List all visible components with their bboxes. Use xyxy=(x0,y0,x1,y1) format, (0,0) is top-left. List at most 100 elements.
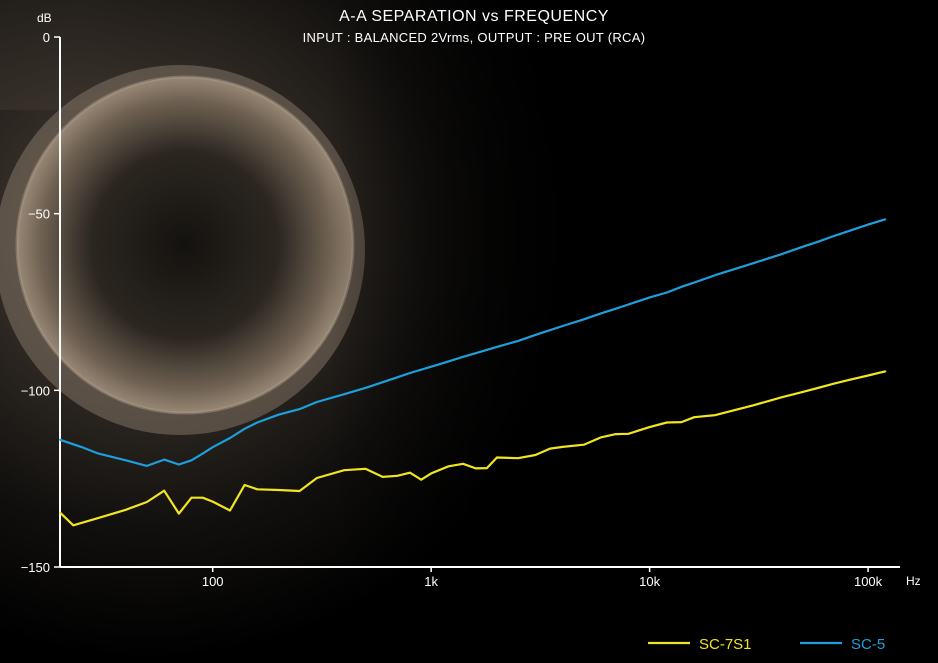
data-point xyxy=(146,465,148,467)
data-point xyxy=(680,285,683,288)
y-tick-label: 0 xyxy=(43,30,50,45)
series-layer xyxy=(59,218,887,527)
data-point xyxy=(474,467,477,470)
data-point xyxy=(496,456,498,459)
data-point xyxy=(396,376,399,379)
data-point xyxy=(124,508,127,511)
chart-title: A-A SEPARATION vs FREQUENCY xyxy=(339,8,609,25)
data-point xyxy=(648,296,651,299)
data-point xyxy=(211,446,214,449)
data-point xyxy=(298,408,301,410)
data-point xyxy=(201,496,204,499)
data-point xyxy=(343,469,346,472)
data-point xyxy=(752,262,755,264)
data-point xyxy=(316,477,318,479)
data-point xyxy=(600,312,603,315)
data-point xyxy=(462,355,464,358)
y-tick-label: −50 xyxy=(28,207,50,222)
data-point xyxy=(648,426,651,428)
data-point xyxy=(229,437,231,439)
data-point xyxy=(583,318,585,321)
legend-item: SC-5 xyxy=(800,636,885,653)
data-point xyxy=(867,374,869,377)
data-point xyxy=(867,223,869,226)
y-axis-label: dB xyxy=(37,11,52,25)
data-point xyxy=(561,325,564,327)
data-point xyxy=(462,462,464,465)
data-point xyxy=(666,291,668,294)
data-point xyxy=(381,381,384,384)
x-tick-label: 100k xyxy=(854,574,883,589)
data-point xyxy=(666,421,668,424)
data-point xyxy=(409,372,411,374)
series-sc-7s1 xyxy=(59,370,887,527)
data-point xyxy=(486,467,488,469)
data-point xyxy=(59,438,61,441)
data-point xyxy=(884,370,887,373)
data-point xyxy=(277,489,280,491)
data-point xyxy=(496,346,498,348)
data-point xyxy=(818,240,821,243)
data-point xyxy=(163,489,166,492)
data-point xyxy=(124,459,127,462)
x-axis-label: Hz xyxy=(906,574,921,588)
data-point xyxy=(256,488,259,491)
data-point xyxy=(59,511,61,514)
data-point xyxy=(846,379,848,382)
data-point xyxy=(614,307,617,310)
data-point xyxy=(178,512,180,515)
x-tick-label: 10k xyxy=(639,574,660,589)
data-point xyxy=(614,433,617,435)
data-point xyxy=(211,500,214,503)
data-point xyxy=(801,391,804,393)
data-point xyxy=(884,218,887,221)
data-point xyxy=(517,457,519,460)
data-point xyxy=(343,393,346,396)
data-point xyxy=(583,443,585,446)
data-point xyxy=(561,446,564,448)
data-point xyxy=(752,404,755,407)
data-point xyxy=(256,421,259,424)
data-point xyxy=(846,230,848,233)
data-point xyxy=(229,509,231,512)
y-tick-label: −100 xyxy=(21,383,50,398)
data-point xyxy=(780,253,782,256)
chart-subtitle: INPUT : BALANCED 2Vrms, OUTPUT : PRE OUT… xyxy=(303,30,646,45)
data-point xyxy=(714,274,717,276)
data-point xyxy=(833,382,836,385)
data-point xyxy=(780,396,782,399)
data-point xyxy=(80,446,83,448)
data-point xyxy=(381,476,384,478)
data-point xyxy=(600,436,603,439)
data-point xyxy=(430,472,433,475)
data-point xyxy=(178,463,180,466)
legend-label: SC-5 xyxy=(851,636,885,653)
data-point xyxy=(534,454,537,456)
legend-item: SC-7S1 xyxy=(648,636,752,653)
data-point xyxy=(97,517,100,519)
data-point xyxy=(243,427,246,430)
x-tick-label: 100 xyxy=(202,574,224,589)
data-point xyxy=(364,387,367,389)
legend-label: SC-7S1 xyxy=(699,636,752,653)
series-line xyxy=(59,218,886,467)
data-point xyxy=(818,386,821,389)
data-point xyxy=(627,432,630,435)
data-point xyxy=(534,334,537,336)
data-point xyxy=(243,484,246,486)
data-point xyxy=(97,452,100,455)
x-tick-label: 1k xyxy=(424,574,438,589)
series-sc-5 xyxy=(59,218,887,467)
data-point xyxy=(680,421,683,423)
data-point xyxy=(430,365,433,368)
legend: SC-7S1 SC-5 xyxy=(648,636,885,653)
data-point xyxy=(447,360,450,363)
data-point xyxy=(201,452,204,455)
data-point xyxy=(693,416,696,419)
data-point xyxy=(627,303,630,306)
data-point xyxy=(447,465,450,468)
data-point xyxy=(420,478,423,481)
data-point xyxy=(833,235,836,237)
